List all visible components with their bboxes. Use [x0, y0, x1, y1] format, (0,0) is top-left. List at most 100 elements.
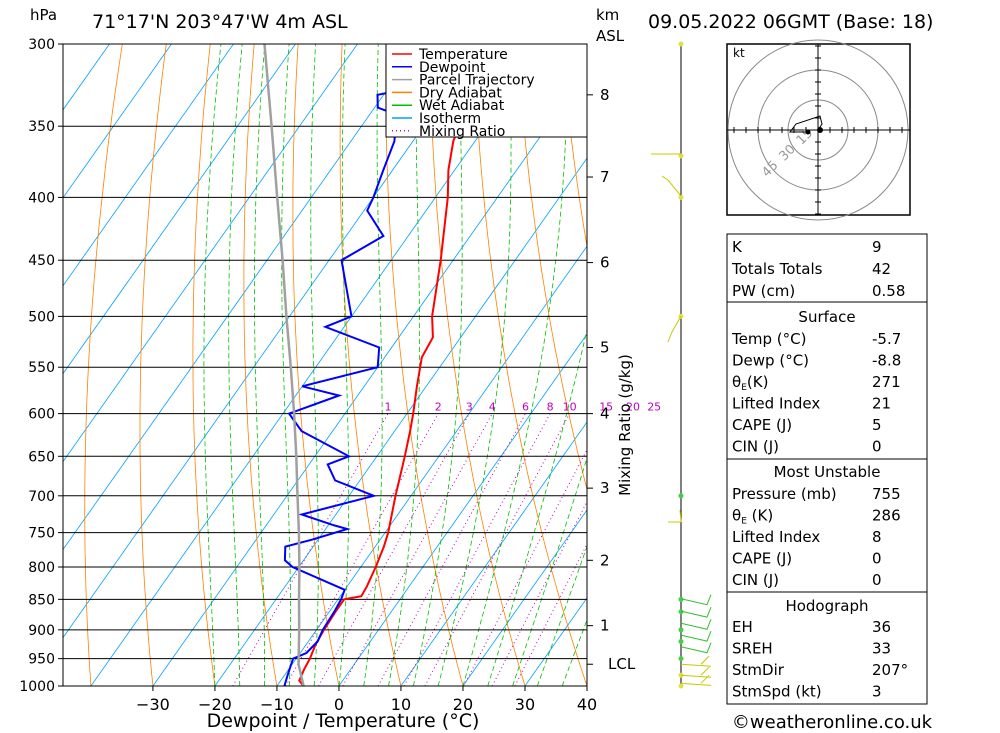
- k-index-label: K: [732, 238, 743, 256]
- wind-barb: [680, 630, 712, 642]
- dry-adiabat-line: [339, 44, 402, 686]
- location-title: 71°17'N 203°47'W 4m ASL: [92, 11, 348, 33]
- isotherm-line: [63, 44, 110, 111]
- most-unstable-row-value: 8: [872, 528, 882, 546]
- hodograph-row-value: 33: [872, 640, 891, 658]
- height-tick-label: 7: [600, 168, 610, 186]
- wet-adiabat-line: [512, 456, 587, 686]
- k-index-value: 9: [872, 238, 882, 256]
- totals-totals-value: 42: [872, 260, 891, 278]
- hodograph-table-box: [726, 591, 928, 705]
- legend-label: Dewpoint: [419, 60, 486, 76]
- surface-row-label: θE(K): [732, 373, 768, 393]
- wind-barb: [680, 666, 712, 678]
- x-axis-label: Dewpoint / Temperature (°C): [207, 710, 480, 732]
- wet-adiabat-line: [388, 44, 421, 686]
- wind-level-dot: [678, 683, 684, 689]
- mixing-ratio-label: 3: [466, 401, 473, 414]
- pressure-tick-label: 750: [28, 526, 55, 542]
- temperature-tick-label: −10: [260, 695, 294, 714]
- surface-row-value: 0: [872, 438, 882, 456]
- mixing-ratio-line: [424, 413, 571, 686]
- hodograph-unit-label: kt: [733, 46, 745, 60]
- wet-adiabat-line: [281, 44, 292, 686]
- wind-barb: [668, 509, 682, 523]
- hodograph-row-label: SREH: [732, 640, 773, 658]
- surface-row-label: Dewp (°C): [732, 352, 809, 370]
- most-unstable-title: Most Unstable: [774, 463, 881, 481]
- mixing-ratio-label: 8: [547, 401, 554, 414]
- mixing-ratio-label: 15: [599, 401, 613, 414]
- mixing-ratio-label: 25: [647, 401, 661, 414]
- wind-level-dot: [678, 493, 684, 499]
- legend-label: Mixing Ratio: [419, 124, 505, 140]
- isobar-lines: [63, 43, 587, 687]
- isotherm-line: [276, 245, 587, 686]
- isotherm-line: [90, 44, 545, 686]
- hodograph-row-label: StmDir: [732, 661, 785, 679]
- isotherm-line: [63, 44, 296, 375]
- asl-label: ASL: [596, 27, 625, 45]
- isotherm-line: [63, 44, 420, 551]
- wet-adiabat-line: [462, 44, 569, 686]
- dry-adiabat-line: [139, 44, 167, 686]
- legend-label: Temperature: [418, 47, 508, 63]
- mixing-ratio-line: [463, 448, 587, 686]
- dewpoint-series: [283, 44, 461, 686]
- isotherm-line: [152, 69, 587, 686]
- most-unstable-row-label: Lifted Index: [732, 528, 820, 546]
- hodograph-row-value: 3: [872, 683, 882, 701]
- height-tick-label: 4: [600, 405, 610, 423]
- mixing-ratio-line: [318, 413, 470, 686]
- surface-row-value: 271: [872, 373, 901, 391]
- mixing-ratio-label: 10: [563, 401, 577, 414]
- height-tick-label: 5: [600, 338, 610, 356]
- pressure-tick-label: 700: [28, 489, 55, 505]
- mixing-ratio-line: [403, 413, 551, 686]
- hodograph-row-value: 36: [872, 618, 891, 636]
- pressure-axis: 300 350 400 450 500 550 600 650 700 750 800 850 900 9…: [19, 37, 63, 695]
- wet-adiabat-line: [487, 327, 587, 686]
- height-axis: 8 7 6 5 4 3 2 1 LCL: [587, 86, 636, 673]
- wind-level-dot: [678, 639, 684, 645]
- wet-adiabat-line: [310, 44, 319, 686]
- mixing-ratio-line: [377, 413, 526, 686]
- hodograph-table-title: Hodograph: [785, 597, 868, 615]
- pressure-tick-label: 350: [28, 119, 55, 135]
- copyright-text: ©weatheronline.co.uk: [732, 712, 933, 733]
- mixing-ratio-labels: 1 2 3 4 6 8 10 15 20 25: [385, 401, 662, 414]
- pw-value: 0.58: [872, 282, 905, 300]
- temperature-tick-label: 10: [391, 695, 411, 714]
- wind-barb: [667, 315, 682, 343]
- isotherm-line: [400, 421, 587, 686]
- wind-level-dot: [678, 596, 684, 602]
- mixing-ratio-label: 2: [435, 401, 442, 414]
- wind-level-dot: [678, 194, 684, 200]
- surface-box: [726, 301, 928, 460]
- hodograph-row-label: EH: [732, 618, 753, 636]
- most-unstable-box: [726, 458, 928, 593]
- temperature-tick-label: −20: [198, 695, 232, 714]
- pressure-tick-label: 400: [28, 190, 55, 206]
- height-tick-label: LCL: [608, 655, 636, 673]
- wind-barb: [680, 619, 712, 630]
- plot-frame: [62, 43, 588, 687]
- mixing-ratio-label: 20: [626, 401, 640, 414]
- most-unstable-row-label: CIN (J): [732, 571, 779, 589]
- wind-level-dot: [678, 609, 684, 615]
- most-unstable-row-value: 0: [872, 571, 882, 589]
- dry-adiabat-line: [957, 44, 1000, 686]
- surface-title: Surface: [798, 308, 855, 326]
- legend-label: Dry Adiabat: [419, 85, 502, 101]
- wind-barb: [680, 655, 712, 667]
- storm-motion-marker: [817, 127, 823, 133]
- pressure-tick-label: 950: [28, 652, 55, 668]
- hodograph-row-value: 207°: [872, 661, 908, 679]
- most-unstable-row-value: 0: [872, 550, 882, 568]
- wind-level-dot: [678, 627, 684, 633]
- dry-adiabat-line: [385, 44, 464, 686]
- wind-profile: [651, 41, 712, 689]
- surface-row-value: -8.8: [872, 352, 901, 370]
